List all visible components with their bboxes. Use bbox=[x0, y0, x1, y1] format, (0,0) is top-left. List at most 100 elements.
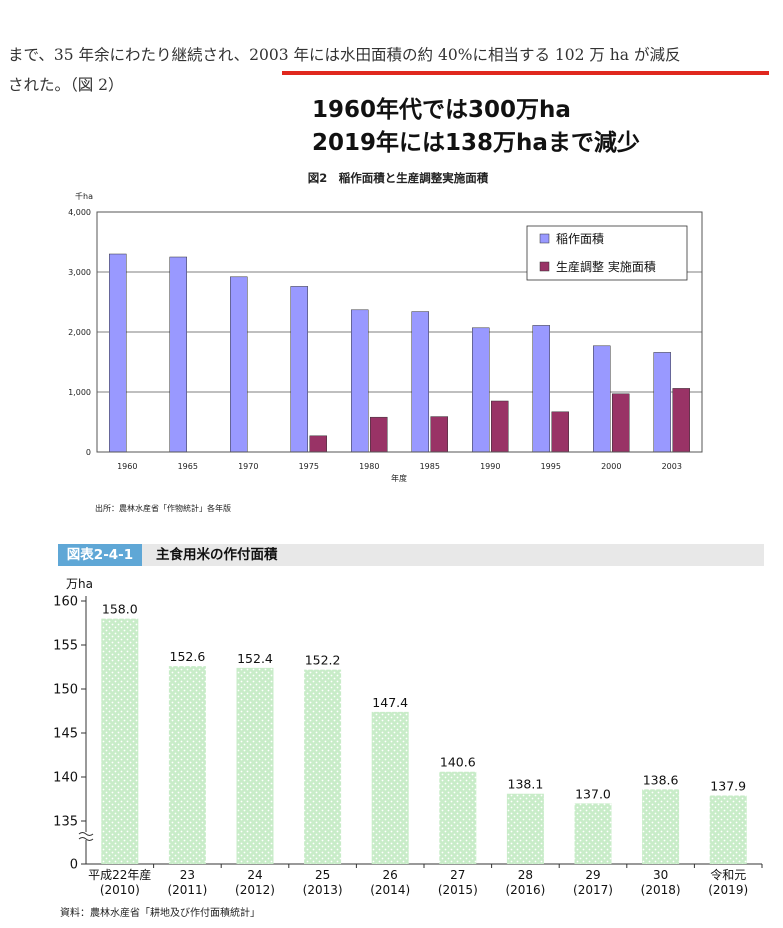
intro-paragraph: まで、35 年余にわたり継続され、2003 年には水田面積の約 40%に相当する… bbox=[8, 40, 778, 100]
bar-value-label: 138.6 bbox=[643, 772, 679, 787]
x-tick-label: 27 bbox=[450, 868, 465, 882]
x-tick-label: 2000 bbox=[601, 462, 621, 471]
bar-adjustment-area bbox=[672, 388, 690, 453]
bar-value-label: 152.6 bbox=[170, 649, 206, 664]
y-tick-label: 2,000 bbox=[68, 328, 91, 337]
bar-rice-area bbox=[230, 276, 248, 453]
intro-line-1: まで、35 年余にわたり継続され、2003 年には水田面積の約 40%に相当する… bbox=[8, 46, 681, 64]
legend-swatch-rice bbox=[539, 233, 550, 244]
y-tick-label: 150 bbox=[53, 683, 78, 698]
note-line-2: 2019年には138万haまで減少 bbox=[312, 130, 640, 156]
x-tick-label: 29 bbox=[585, 868, 600, 882]
x-tick-label: 平成22年産 bbox=[88, 867, 151, 882]
x-tick-label: 令和元 bbox=[710, 867, 746, 882]
bar-rice-area bbox=[290, 286, 308, 453]
x-tick-label: 1960 bbox=[117, 462, 137, 471]
bar-value-label: 147.4 bbox=[372, 695, 408, 710]
y-tick-label: 160 bbox=[53, 595, 78, 610]
x-tick-label: 26 bbox=[383, 868, 398, 882]
chart1-source: 出所：農林水産省「作物統計」各年版 bbox=[95, 503, 231, 513]
x-tick-label: 1990 bbox=[480, 462, 500, 471]
x-tick-label: 23 bbox=[180, 868, 195, 882]
y-tick-label: 0 bbox=[70, 858, 78, 873]
bar-adjustment-area bbox=[551, 411, 569, 453]
bar-adjustment-area bbox=[370, 416, 388, 453]
y-tick-label: 4,000 bbox=[68, 208, 91, 217]
bar-rice-area bbox=[472, 327, 490, 453]
x-tick-label: 2003 bbox=[662, 462, 682, 471]
chart1-unit: 千ha bbox=[75, 191, 93, 201]
y-tick-label: 135 bbox=[53, 815, 78, 830]
bar-value-label: 158.0 bbox=[102, 602, 138, 617]
bar-staple-rice-area bbox=[236, 667, 274, 864]
x-tick-year: (2012) bbox=[235, 883, 275, 897]
legend-swatch-adjustment bbox=[539, 261, 550, 272]
bar-adjustment-area bbox=[612, 393, 630, 453]
chart2-bars: 158.0 152.6 152.4 152.2 147.4 140.6 138.1 137.0… bbox=[101, 602, 747, 864]
chart1-y-axis: 0 1,000 2,000 3,000 4,000 bbox=[68, 208, 91, 457]
bar-staple-rice-area bbox=[439, 771, 477, 864]
rice-area-chart: 図2 稲作面積と生産調整実施面積 千ha 0 1,000 2,000 3,000 4,0… bbox=[68, 171, 703, 513]
y-tick-label: 1,000 bbox=[68, 388, 91, 397]
bar-value-label: 137.0 bbox=[575, 786, 611, 801]
figure-number: 図表2-4-1 bbox=[58, 544, 142, 566]
note-line-1: 1960年代では300万ha bbox=[312, 97, 571, 123]
x-tick-label: 1980 bbox=[359, 462, 379, 471]
figure-title: 主食用米の作付面積 bbox=[156, 547, 278, 563]
legend-label-adjustment: 生産調整 実施面積 bbox=[556, 259, 656, 274]
bar-staple-rice-area bbox=[101, 618, 139, 864]
bar-rice-area bbox=[593, 345, 611, 453]
bar-value-label: 152.2 bbox=[305, 653, 341, 668]
bar-staple-rice-area bbox=[642, 789, 680, 864]
chart1-legend: 稲作面積 生産調整 実施面積 bbox=[526, 225, 688, 281]
bar-staple-rice-area bbox=[371, 711, 409, 864]
x-tick-year: (2018) bbox=[641, 883, 681, 897]
bar-value-label: 140.6 bbox=[440, 755, 476, 770]
chart2-y-axis: 0 135 140 145 150 155 160 bbox=[53, 595, 86, 873]
red-underline bbox=[282, 71, 769, 75]
x-tick-label: 1985 bbox=[420, 462, 440, 471]
y-tick-label: 155 bbox=[53, 639, 78, 654]
x-tick-year: (2014) bbox=[370, 883, 410, 897]
chart1-plot-frame bbox=[96, 211, 703, 453]
x-tick-label: 1965 bbox=[178, 462, 198, 471]
chart1-grid bbox=[97, 271, 702, 393]
chart2-source: 資料：農林水産省「耕地及び作付面積統計」 bbox=[60, 906, 260, 919]
chart1-bars bbox=[109, 253, 690, 453]
bar-rice-area bbox=[109, 253, 127, 453]
bar-staple-rice-area bbox=[168, 666, 206, 864]
x-tick-label: 1975 bbox=[299, 462, 319, 471]
y-tick-label: 0 bbox=[86, 448, 91, 457]
x-tick-label: 25 bbox=[315, 868, 330, 882]
bar-staple-rice-area bbox=[709, 795, 747, 864]
bar-staple-rice-area bbox=[574, 803, 612, 864]
x-tick-year: (2011) bbox=[167, 883, 207, 897]
bar-adjustment-area bbox=[491, 400, 509, 453]
chart1-title: 図2 稲作面積と生産調整実施面積 bbox=[308, 171, 489, 185]
x-tick-year: (2010) bbox=[100, 883, 140, 897]
x-tick-year: (2016) bbox=[505, 883, 545, 897]
y-tick-label: 145 bbox=[53, 727, 78, 742]
y-tick-label: 140 bbox=[53, 771, 78, 786]
x-tick-label: 30 bbox=[653, 868, 668, 882]
bar-value-label: 137.9 bbox=[710, 778, 746, 793]
bar-staple-rice-area bbox=[304, 669, 342, 864]
bar-rice-area bbox=[411, 311, 429, 453]
x-tick-year: (2013) bbox=[303, 883, 343, 897]
chart2-x-axis: 平成22年産(2010)23(2011)24(2012)25(2013)26(2… bbox=[88, 864, 763, 897]
x-tick-year: (2015) bbox=[438, 883, 478, 897]
x-tick-label: 24 bbox=[247, 868, 262, 882]
x-tick-label: 28 bbox=[518, 868, 533, 882]
x-tick-label: 1970 bbox=[238, 462, 258, 471]
figure-banner: 図表2-4-1 主食用米の作付面積 bbox=[58, 544, 764, 566]
bar-rice-area bbox=[532, 325, 550, 453]
bar-value-label: 138.1 bbox=[508, 777, 544, 792]
bar-value-label: 152.4 bbox=[237, 651, 273, 666]
bar-rice-area bbox=[169, 256, 187, 453]
y-tick-label: 3,000 bbox=[68, 268, 91, 277]
annotation-note: 1960年代では300万ha 2019年には138万haまで減少 bbox=[312, 94, 640, 160]
bar-adjustment-area bbox=[430, 416, 448, 453]
legend-label-rice: 稲作面積 bbox=[556, 231, 604, 246]
intro-line-2: された。（図 2） bbox=[8, 76, 124, 94]
